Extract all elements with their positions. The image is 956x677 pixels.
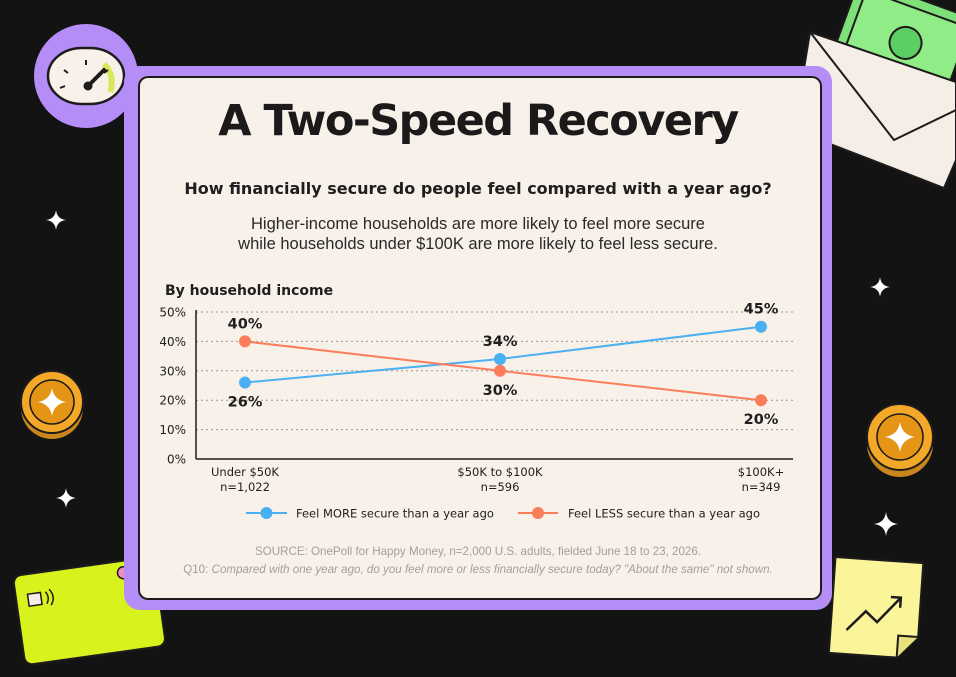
speedometer-icon xyxy=(34,24,138,128)
y-tick-label: 0% xyxy=(167,453,186,467)
source-note: SOURCE: OnePoll for Happy Money, n=2,000… xyxy=(254,545,702,558)
data-label: 26% xyxy=(228,395,263,411)
sparkle-icon xyxy=(870,277,890,297)
y-tick-label: 30% xyxy=(159,364,186,378)
data-label: 34% xyxy=(483,334,518,350)
data-label: 40% xyxy=(228,316,263,332)
data-label: 20% xyxy=(744,412,779,428)
x-tick-label: Under $50K xyxy=(211,465,279,479)
page-title: A Two-Speed Recovery xyxy=(218,96,739,146)
sparkle-icon xyxy=(56,488,76,508)
coin-icon xyxy=(866,403,934,477)
data-label: 45% xyxy=(744,302,779,318)
chart-title: By household income xyxy=(165,283,333,299)
data-point xyxy=(494,353,506,366)
sparkle-icon xyxy=(874,512,898,536)
sparkle-icon xyxy=(46,210,66,230)
description-line-1: Higher-income households are more likely… xyxy=(251,215,705,233)
coin-icon xyxy=(20,370,84,439)
y-tick-label: 50% xyxy=(159,306,186,320)
description-line-2: while households under $100K are more li… xyxy=(238,235,718,253)
y-tick-label: 20% xyxy=(159,394,186,408)
x-tick-label: $100K+ xyxy=(738,465,784,479)
legend-marker xyxy=(532,507,544,519)
question-id: Q10: xyxy=(183,563,209,576)
data-point xyxy=(755,394,767,407)
question-note: Q10: Compared with one year ago, do you … xyxy=(0,563,956,576)
data-point xyxy=(239,376,251,389)
cash-envelope-icon xyxy=(794,0,956,190)
x-tick-sublabel: n=1,022 xyxy=(220,480,270,494)
y-tick-label: 40% xyxy=(159,335,186,349)
data-point xyxy=(755,320,767,333)
legend-label: Feel LESS secure than a year ago xyxy=(568,507,760,521)
legend-marker xyxy=(260,507,273,519)
data-point xyxy=(494,364,506,377)
data-point xyxy=(239,335,251,348)
x-tick-sublabel: n=596 xyxy=(481,480,520,494)
question-text: Compared with one year ago, do you feel … xyxy=(211,563,773,576)
trend-arrow-note-icon xyxy=(827,556,925,659)
data-label: 30% xyxy=(483,383,518,399)
legend-label: Feel MORE secure than a year ago xyxy=(296,507,494,521)
x-tick-label: $50K to $100K xyxy=(457,465,543,479)
x-tick-sublabel: n=349 xyxy=(742,480,781,494)
page-subtitle: How financially secure do people feel co… xyxy=(184,179,772,198)
y-tick-label: 10% xyxy=(159,423,186,437)
